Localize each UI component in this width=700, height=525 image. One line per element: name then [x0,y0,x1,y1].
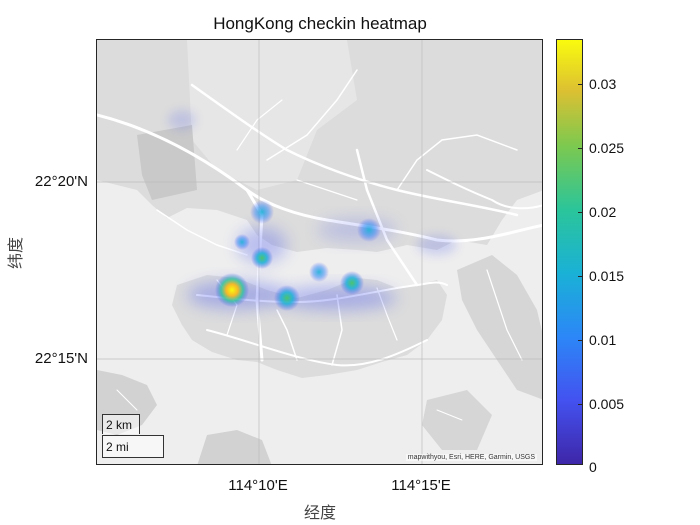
container-terminal [137,125,197,200]
east-peninsula [457,255,542,400]
x-tick-label: 114°10'E [228,477,288,494]
colorbar-tick-mark [578,148,583,149]
hotspot-kowloon [250,200,274,224]
y-tick-label: 22°15'N [34,350,88,367]
colorbar-tick-label: 0.015 [589,268,625,284]
colorbar-tick-mark [578,84,583,85]
colorbar-tick-mark [578,404,583,405]
hotspot-kwun-tong [357,218,381,242]
colorbar-tick-label: 0.01 [589,332,617,348]
basemap [97,40,542,464]
colorbar-tick-label: 0.02 [589,204,617,220]
scalebar-mi: 2 mi [102,436,164,458]
hotspot-north-point [340,271,364,295]
colorbar-tick-label: 0.005 [589,396,625,412]
colorbar-tick-mark [578,276,583,277]
x-tick-label: 114°15'E [391,477,451,494]
colorbar-tick-label: 0.03 [589,76,617,92]
colorbar-tick-mark [578,212,583,213]
y-tick-label: 22°20'N [34,173,88,190]
hotspot-tst [234,234,250,250]
colorbar-tick-label: 0.025 [589,140,625,156]
y-axis-label: 纬度 [8,236,25,270]
heatmap-layer [168,110,457,311]
hotspot-central [215,273,249,307]
scalebar-km: 2 km [102,414,140,434]
map-attribution: mapwithyou, Esri, HERE, Garmin, USGS [405,454,537,461]
urban-area [187,40,357,190]
scalebar-divider [102,435,164,436]
lamma-island [197,430,272,464]
hotspot-quarry-bay [309,262,329,282]
colorbar-tick-mark [578,340,583,341]
map-panel[interactable]: 2 km 2 mi mapwithyou, Esri, HERE, Garmin… [96,39,543,465]
hotspot-causeway [274,285,300,311]
colorbar-tick-label: 0 [589,459,597,475]
south-islet [422,390,492,450]
hotspot-mongkok [251,247,273,269]
chart-title: HongKong checkin heatmap [213,14,427,33]
x-axis-label: 经度 [303,505,337,522]
colorbar [556,39,583,465]
